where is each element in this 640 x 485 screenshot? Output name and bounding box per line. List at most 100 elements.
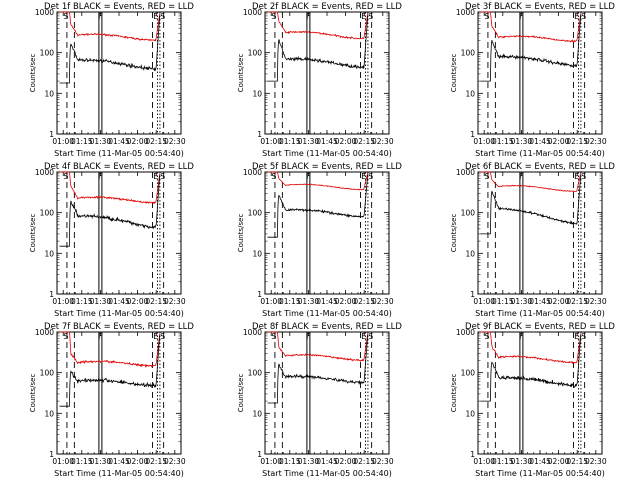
marker-label-start: S (484, 172, 489, 181)
marker-label-start: S (271, 172, 276, 181)
y-tick-label: 1 (470, 290, 475, 299)
y-tick-label: 1 (470, 450, 475, 459)
y-tick-label: 100 (461, 49, 476, 58)
y-axis-label: Counts/sec (29, 374, 37, 413)
x-axis-label: Start Time (11-Mar-05 00:54:40) (475, 469, 605, 478)
x-tick-label: 01:15 (279, 457, 301, 466)
events-curve (480, 15, 582, 82)
plot-frame (56, 331, 182, 455)
marker-label-end: E (153, 12, 158, 21)
x-tick-label: 02:15 (566, 457, 588, 466)
y-axis-label: Counts/sec (237, 374, 245, 413)
lld-curve (267, 331, 369, 362)
marker-label-flag: F (519, 332, 524, 341)
x-tick-label: 02:00 (548, 457, 570, 466)
marker-label-start: S (368, 332, 373, 341)
marker-label-start: S (160, 332, 165, 341)
y-tick-label: 1 (257, 450, 262, 459)
x-tick-label: 01:00 (52, 297, 74, 306)
plot-title: Det 2f BLACK = Events, RED = LLD (252, 2, 402, 12)
plot-frame (56, 11, 182, 135)
plot-frame (264, 11, 390, 135)
marker-label-start: S (368, 172, 373, 181)
x-axis-label: Start Time (11-Mar-05 00:54:40) (54, 309, 184, 318)
marker-label-flag: F (306, 332, 311, 341)
x-tick-label: 01:45 (108, 137, 130, 146)
lld-curve (480, 331, 582, 365)
x-tick-label: 02:30 (585, 297, 607, 306)
x-tick-label: 01:15 (279, 137, 301, 146)
marker-label-start: S (271, 332, 276, 341)
x-tick-label: 01:15 (71, 297, 93, 306)
x-tick-label: 02:00 (127, 137, 149, 146)
plot-frame (56, 171, 182, 295)
x-tick-label: 01:00 (52, 137, 74, 146)
marker-label-end: E (574, 332, 579, 341)
x-tick-label: 02:15 (566, 297, 588, 306)
events-curve (480, 335, 582, 402)
marker-label-start: S (368, 12, 373, 21)
x-axis-label: Start Time (11-Mar-05 00:54:40) (475, 149, 605, 158)
x-tick-label: 01:15 (71, 137, 93, 146)
x-tick-label: 02:15 (353, 457, 375, 466)
x-axis-label: Start Time (11-Mar-05 00:54:40) (262, 469, 392, 478)
y-axis-label: Counts/sec (450, 54, 458, 93)
events-curve (267, 174, 369, 238)
marker-label-start: S (484, 12, 489, 21)
x-tick-label: 02:30 (585, 457, 607, 466)
plot-title: Det 5f BLACK = Events, RED = LLD (252, 162, 402, 172)
y-axis-label: Counts/sec (450, 374, 458, 413)
x-tick-label: 02:15 (566, 137, 588, 146)
x-tick-label: 02:15 (145, 457, 167, 466)
x-tick-label: 02:00 (335, 457, 357, 466)
y-axis-label: Counts/sec (237, 54, 245, 93)
y-tick-label: 100 (461, 369, 476, 378)
y-axis-label: Counts/sec (29, 214, 37, 253)
lld-curve (267, 11, 369, 40)
x-tick-label: 01:30 (298, 297, 320, 306)
marker-label-flag: F (98, 332, 103, 341)
y-tick-label: 10 (465, 89, 475, 98)
lld-curve (267, 171, 369, 191)
x-tick-label: 01:00 (473, 297, 495, 306)
y-tick-label: 1000 (243, 8, 262, 17)
x-tick-label: 01:15 (492, 457, 514, 466)
detector-plot-9: Det 9f BLACK = Events, RED = LLD Counts/s… (450, 322, 615, 478)
plot-frame (477, 331, 603, 455)
y-tick-label: 100 (248, 49, 263, 58)
x-tick-label: 01:45 (529, 137, 551, 146)
marker-label-start: S (63, 12, 68, 21)
events-curve (59, 15, 161, 84)
y-tick-label: 10 (465, 409, 475, 418)
x-tick-label: 02:00 (127, 297, 149, 306)
marker-label-flag: F (98, 172, 103, 181)
y-tick-label: 1000 (456, 8, 475, 17)
x-tick-label: 01:00 (260, 457, 282, 466)
y-tick-label: 100 (461, 209, 476, 218)
y-tick-label: 1000 (456, 328, 475, 337)
plot-title: Det 4f BLACK = Events, RED = LLD (44, 162, 194, 172)
y-tick-label: 100 (40, 369, 55, 378)
x-tick-label: 02:15 (353, 297, 375, 306)
detector-plot-5: Det 5f BLACK = Events, RED = LLD Counts/s… (237, 162, 402, 318)
y-tick-label: 1000 (35, 328, 54, 337)
detector-plot-4: Det 4f BLACK = Events, RED = LLD Counts/s… (29, 162, 194, 318)
y-axis-label: Counts/sec (29, 54, 37, 93)
x-tick-label: 02:00 (548, 297, 570, 306)
x-axis-label: Start Time (11-Mar-05 00:54:40) (54, 469, 184, 478)
lld-curve (480, 171, 582, 193)
x-tick-label: 01:00 (260, 297, 282, 306)
x-tick-label: 02:30 (372, 137, 394, 146)
events-curve (267, 15, 369, 82)
y-tick-label: 100 (248, 209, 263, 218)
x-tick-label: 01:45 (316, 297, 338, 306)
x-tick-label: 01:15 (492, 297, 514, 306)
x-tick-label: 01:45 (316, 457, 338, 466)
y-tick-label: 10 (252, 409, 262, 418)
y-tick-label: 10 (44, 409, 54, 418)
plot-title: Det 6f BLACK = Events, RED = LLD (465, 162, 615, 172)
y-tick-label: 1 (49, 130, 54, 139)
x-tick-label: 02:15 (353, 137, 375, 146)
